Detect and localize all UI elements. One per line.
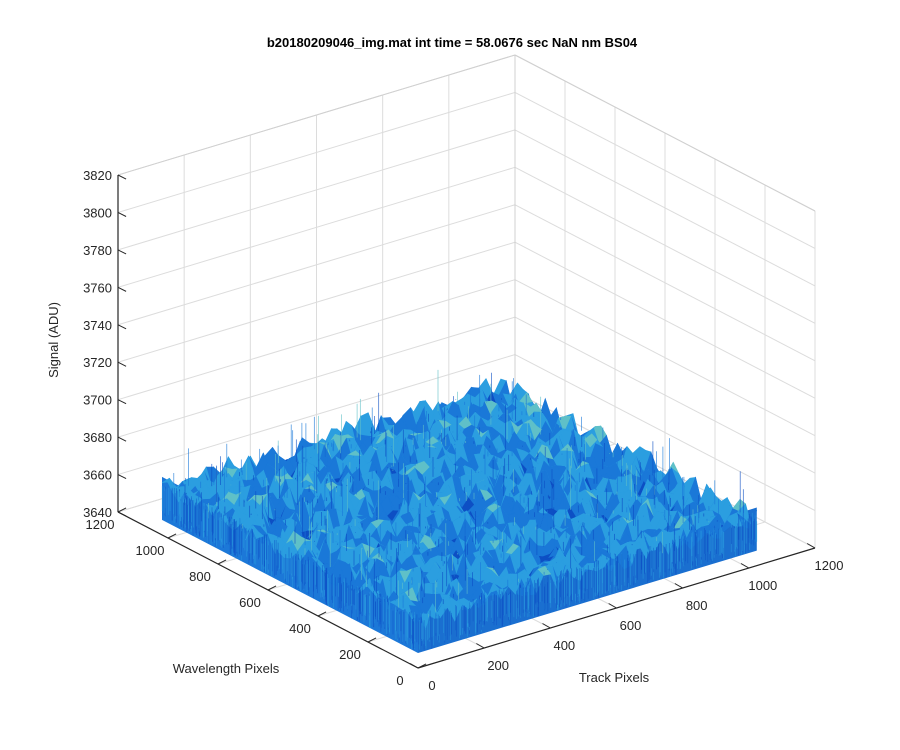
z-tick bbox=[117, 174, 127, 180]
box-edge bbox=[117, 54, 516, 176]
x-tick-label: 1200 bbox=[815, 558, 844, 573]
grid-line bbox=[514, 92, 816, 249]
z-tick-label: 3780 bbox=[83, 243, 112, 258]
y-tick bbox=[217, 559, 227, 565]
y-tick-label: 600 bbox=[239, 595, 261, 610]
x-tick-label: 600 bbox=[620, 618, 642, 633]
z-tick bbox=[117, 474, 127, 480]
z-tick bbox=[117, 399, 127, 405]
y-tick bbox=[117, 507, 127, 513]
y-tick-label: 1000 bbox=[136, 543, 165, 558]
chart-title: b20180209046_img.mat int time = 58.0676 … bbox=[267, 35, 638, 50]
z-tick-label: 3760 bbox=[83, 280, 112, 295]
y-tick bbox=[317, 611, 327, 617]
grid-line bbox=[514, 204, 816, 362]
z-tick bbox=[117, 511, 127, 517]
z-tick-label: 3680 bbox=[83, 430, 112, 445]
x-tick-label: 1000 bbox=[748, 578, 777, 593]
z-tick bbox=[117, 436, 127, 442]
z-tick bbox=[117, 361, 127, 367]
y-tick bbox=[167, 533, 177, 539]
grid-line bbox=[117, 354, 516, 476]
x-tick-label: 800 bbox=[686, 598, 708, 613]
z-tick-label: 3740 bbox=[83, 318, 112, 333]
x-axis-label: Track Pixels bbox=[579, 670, 650, 685]
z-tick-label: 3720 bbox=[83, 355, 112, 370]
y-tick bbox=[367, 637, 377, 643]
x-tick bbox=[740, 563, 750, 569]
tick-labels: 0 200 400 600 800 1000 1200 0 200 400 600 800 1000 12… bbox=[83, 168, 843, 693]
x-tick bbox=[608, 603, 617, 609]
grid-line bbox=[514, 241, 816, 399]
z-axis-label: Signal (ADU) bbox=[46, 302, 61, 378]
axes bbox=[117, 174, 816, 669]
y-axis-label: Wavelength Pixels bbox=[173, 661, 280, 676]
y-tick-label: 800 bbox=[189, 569, 211, 584]
z-tick-label: 3820 bbox=[83, 168, 112, 183]
grid-line bbox=[514, 129, 816, 287]
x-tick bbox=[542, 623, 551, 629]
grid-line bbox=[117, 279, 516, 401]
y-tick-label: 1200 bbox=[86, 517, 115, 532]
surface-plot bbox=[161, 369, 758, 654]
z-tick-label: 3800 bbox=[83, 205, 112, 220]
y-tick-label: 0 bbox=[396, 673, 403, 688]
z-tick-label: 3660 bbox=[83, 468, 112, 483]
grid-line bbox=[117, 91, 516, 213]
grid-line bbox=[514, 354, 816, 511]
grid-line bbox=[117, 316, 516, 438]
z-tick-label: 3700 bbox=[83, 393, 112, 408]
grid-line bbox=[514, 166, 816, 324]
grid-line bbox=[514, 279, 816, 437]
z-tick-label: 3640 bbox=[83, 505, 112, 520]
y-tick bbox=[267, 585, 277, 591]
x-tick-label: 0 bbox=[428, 678, 435, 693]
x-tick-label: 200 bbox=[487, 658, 509, 673]
x-tick-label: 400 bbox=[553, 638, 575, 653]
y-tick-label: 400 bbox=[289, 621, 311, 636]
z-tick bbox=[117, 324, 127, 330]
z-tick bbox=[117, 249, 127, 255]
y-tick bbox=[417, 663, 427, 669]
grid-line bbox=[117, 166, 516, 288]
y-tick-label: 200 bbox=[339, 647, 361, 662]
box-edge bbox=[514, 54, 816, 212]
x-tick bbox=[674, 583, 683, 589]
x-tick bbox=[476, 643, 485, 649]
grid-line bbox=[514, 316, 816, 474]
z-tick bbox=[117, 286, 127, 292]
x-tick bbox=[806, 543, 816, 549]
z-tick bbox=[117, 211, 127, 217]
grid-line bbox=[117, 129, 516, 251]
x-tick bbox=[409, 663, 419, 669]
grid-line bbox=[117, 241, 516, 363]
grid-line bbox=[117, 204, 516, 326]
